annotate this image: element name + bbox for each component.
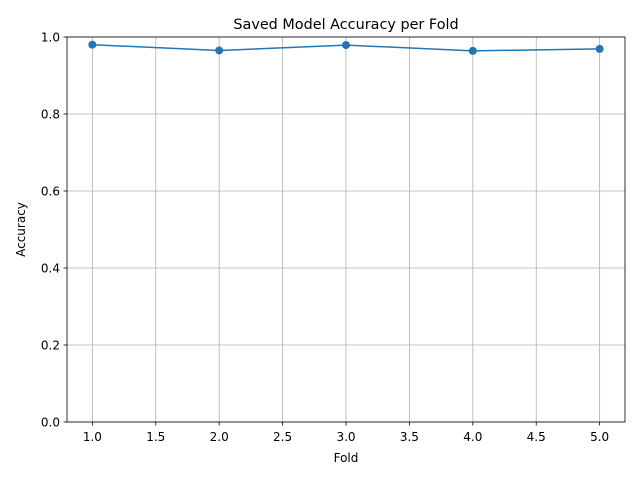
series-layer bbox=[88, 40, 604, 55]
y-tick-label: 0.0 bbox=[41, 415, 60, 429]
y-tick-label: 0.6 bbox=[41, 184, 60, 198]
x-tick-label: 2.0 bbox=[210, 430, 229, 444]
y-tick-label: 1.0 bbox=[41, 30, 60, 44]
y-tick-label: 0.4 bbox=[41, 261, 60, 275]
grid bbox=[67, 36, 625, 423]
data-point bbox=[88, 40, 97, 49]
x-tick-label: 1.0 bbox=[83, 430, 102, 444]
x-tick-label: 3.0 bbox=[336, 430, 355, 444]
y-tick-label: 0.2 bbox=[41, 338, 60, 352]
data-point bbox=[342, 41, 350, 50]
data-point bbox=[468, 46, 477, 55]
y-tick-label: 0.8 bbox=[41, 107, 60, 121]
x-tick-label: 4.5 bbox=[527, 430, 546, 444]
x-tick-label: 2.5 bbox=[273, 430, 292, 444]
x-tick-label: 5.0 bbox=[590, 430, 609, 444]
x-axis-label: Fold bbox=[334, 451, 359, 465]
data-point bbox=[215, 46, 224, 55]
x-tick-label: 3.5 bbox=[400, 430, 419, 444]
ticks: 1.0 1.5 2.0 2.5 3.0 3.5 4.0 4.5 5.0 0.0 0.2 0.4 0.6 0… bbox=[41, 30, 609, 444]
x-tick-label: 1.5 bbox=[146, 430, 165, 444]
chart-title: Saved Model Accuracy per Fold bbox=[233, 17, 458, 33]
y-axis-label: Accuracy bbox=[14, 202, 28, 257]
x-tick-label: 4.0 bbox=[463, 430, 482, 444]
data-point bbox=[595, 44, 604, 53]
